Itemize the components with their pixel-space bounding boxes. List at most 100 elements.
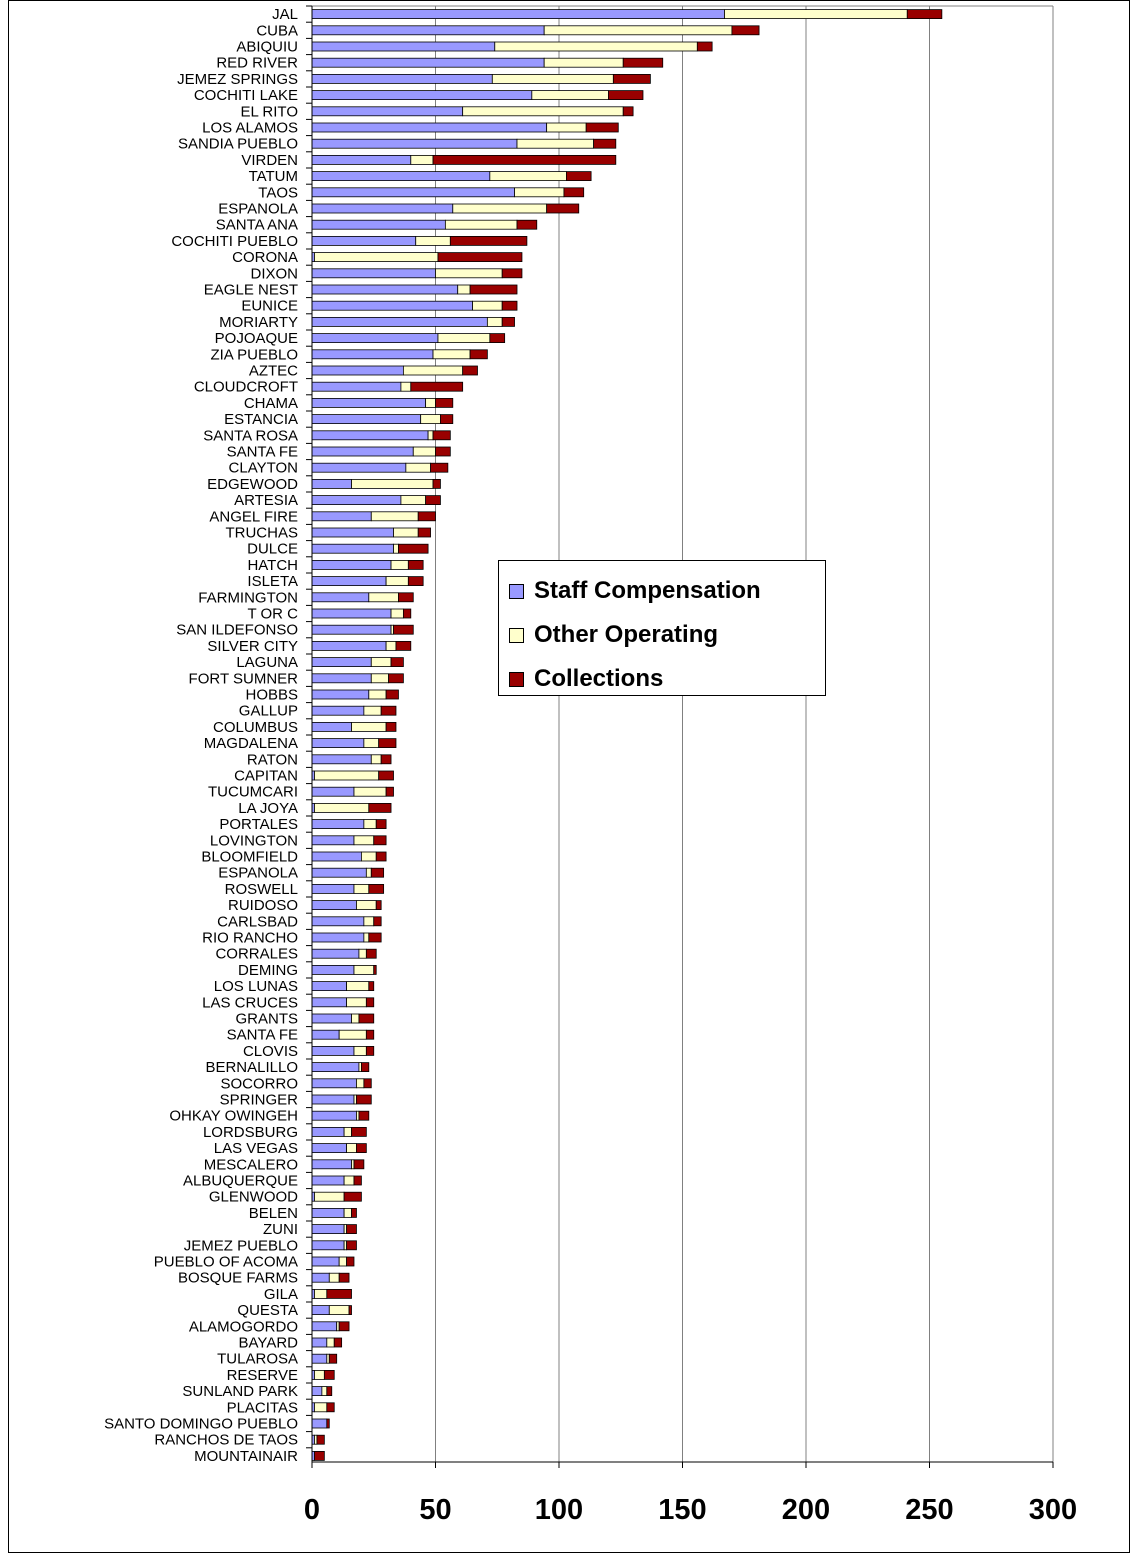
bar-virden-staff <box>311 154 412 165</box>
bar-sunland-park-staff <box>311 1386 323 1396</box>
bar-espanola-other <box>365 867 372 878</box>
category-label-59: DEMING <box>238 962 298 979</box>
category-label-75: ZUNI <box>263 1221 298 1238</box>
category-label-56: CARLSBAD <box>217 913 298 930</box>
bar-tatum-staff <box>311 171 491 182</box>
bar-reserve-other <box>314 1370 325 1380</box>
bar-santa-fe-other <box>412 446 436 457</box>
bar-carlsbad-staff <box>311 916 365 927</box>
bar-placitas-collections <box>326 1402 335 1413</box>
bar-bosque-farms-staff <box>311 1272 330 1283</box>
category-label-45: MAGDALENA <box>204 735 298 752</box>
bar-la-joya-collections <box>368 803 392 813</box>
category-label-14: COCHITI PUEBLO <box>171 233 298 250</box>
category-label-31: ANGEL FIRE <box>209 508 298 525</box>
bar-silver-city-collections <box>395 641 412 651</box>
bar-isleta-staff <box>311 576 387 586</box>
bar-eagle-nest-collections <box>469 284 518 295</box>
bar-lordsburg-staff <box>311 1127 345 1137</box>
bar-rio-rancho-staff <box>311 932 365 943</box>
bar-edgewood-other <box>351 478 434 489</box>
category-label-35: ISLETA <box>247 573 298 590</box>
bar-corona-collections <box>437 252 523 263</box>
bar-zuni-staff <box>311 1224 345 1234</box>
category-label-19: MORIARTY <box>219 314 298 331</box>
bar-chama-collections <box>435 397 454 408</box>
x-tick-label-250: 250 <box>905 1494 953 1526</box>
bar-silver-city-staff <box>311 641 387 651</box>
bar-aztec-collections <box>462 365 478 376</box>
bar-capitan-other <box>314 770 380 781</box>
bar-sandia-pueblo-staff <box>311 138 518 149</box>
bar-isleta-collections <box>407 576 424 586</box>
bar-las-vegas-collections <box>356 1143 367 1153</box>
bar-los-lunas-staff <box>311 981 347 991</box>
category-label-78: BOSQUE FARMS <box>178 1270 298 1287</box>
category-label-2: ABIQUIU <box>236 39 298 56</box>
category-label-67: SPRINGER <box>220 1092 299 1109</box>
bar-truchas-collections <box>417 527 431 538</box>
bar-santo-domingo-pueblo-collections <box>326 1418 330 1429</box>
bar-t-or-c-collections <box>402 608 412 619</box>
bar-gila-other <box>314 1289 328 1299</box>
category-label-37: T OR C <box>247 606 298 623</box>
bar-red-river-other <box>543 57 624 68</box>
bar-laguna-staff <box>311 657 372 667</box>
category-label-28: CLAYTON <box>229 460 298 477</box>
bar-moriarty-other <box>486 316 503 327</box>
bar-red-river-staff <box>311 57 545 68</box>
bar-los-lunas-collections <box>368 981 375 991</box>
bar-cuba-staff <box>311 25 545 36</box>
bar-zuni-collections <box>346 1224 357 1234</box>
bar-santa-fe-other <box>338 1029 367 1040</box>
category-label-64: CLOVIS <box>243 1043 298 1060</box>
bar-angel-fire-staff <box>311 511 372 522</box>
x-tick-label-200: 200 <box>782 1494 830 1526</box>
category-label-15: CORONA <box>232 249 298 266</box>
category-label-49: LA JOYA <box>238 800 298 817</box>
bar-chama-other <box>425 397 436 408</box>
legend: Staff Compensation Other Operating Colle… <box>498 560 826 696</box>
category-label-85: SUNLAND PARK <box>182 1383 298 1400</box>
bar-grants-other <box>351 1013 360 1024</box>
bar-deming-other <box>353 965 375 975</box>
category-label-53: ESPANOLA <box>218 865 298 882</box>
bar-hobbs-staff <box>311 689 370 700</box>
chart-frame <box>8 0 1130 1553</box>
category-label-50: PORTALES <box>219 816 298 833</box>
bar-columbus-staff <box>311 722 352 732</box>
bar-rio-rancho-collections <box>368 932 382 943</box>
bar-gallup-staff <box>311 705 365 716</box>
bar-cochiti-pueblo-other <box>415 235 451 246</box>
bar-clayton-other <box>405 462 431 473</box>
bar-san-ildefonso-collections <box>393 624 414 635</box>
category-label-4: JEMEZ SPRINGS <box>177 71 298 88</box>
bar-cuba-collections <box>731 25 760 36</box>
bar-capitan-collections <box>378 770 394 781</box>
bar-santa-fe-staff <box>311 1029 340 1040</box>
bar-hobbs-other <box>368 689 387 700</box>
bar-lovington-collections <box>373 835 387 846</box>
bar-pojoaque-collections <box>489 333 506 344</box>
bar-lordsburg-collections <box>351 1127 367 1137</box>
category-label-22: AZTEC <box>249 363 298 380</box>
bar-magdalena-collections <box>378 738 397 748</box>
category-label-86: PLACITAS <box>227 1399 298 1416</box>
x-tick-label-150: 150 <box>658 1494 706 1526</box>
bar-gila-collections <box>326 1289 352 1299</box>
category-label-68: OHKAY OWINGEH <box>169 1108 298 1125</box>
bar-los-alamos-staff <box>311 122 548 133</box>
category-label-66: SOCORRO <box>220 1075 298 1092</box>
bar-dixon-other <box>435 268 503 279</box>
bar-albuquerque-staff <box>311 1175 345 1186</box>
category-label-34: HATCH <box>247 557 298 574</box>
category-label-72: ALBUQUERQUE <box>183 1173 298 1190</box>
bar-espanola-collections <box>370 867 385 878</box>
bar-tucumcari-other <box>353 786 387 797</box>
category-label-29: EDGEWOOD <box>207 476 298 493</box>
bar-pojoaque-other <box>437 333 491 344</box>
bar-pueblo-of-acoma-collections <box>346 1256 355 1267</box>
bar-corona-other <box>314 252 439 263</box>
category-label-61: LAS CRUCES <box>202 994 298 1011</box>
